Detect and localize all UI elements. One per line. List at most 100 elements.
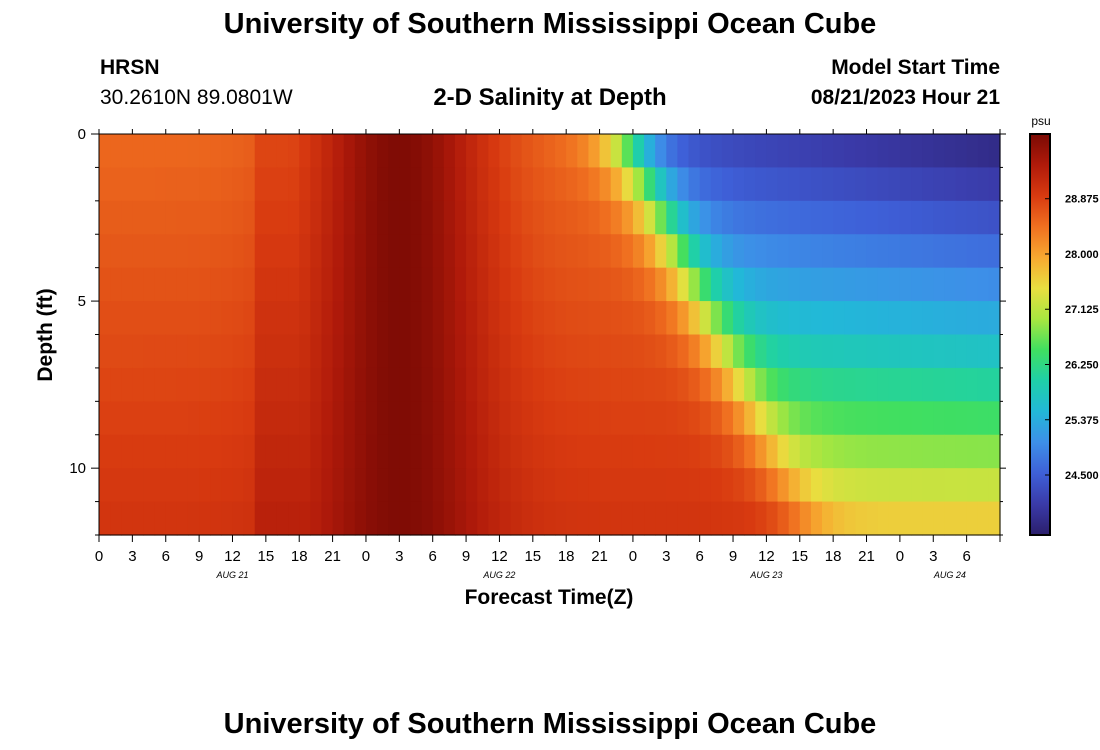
heatmap-cell	[532, 267, 545, 302]
heatmap-cell	[577, 401, 590, 436]
heatmap-cell	[810, 267, 823, 302]
heatmap-cell	[911, 334, 923, 369]
heatmap-cell	[466, 267, 478, 302]
heatmap-cell	[132, 167, 145, 202]
heatmap-cell	[410, 401, 423, 436]
heatmap-cell	[766, 434, 779, 469]
heatmap-cell	[988, 267, 1001, 302]
heatmap-cell	[499, 334, 512, 369]
heatmap-cell	[221, 501, 234, 536]
heatmap-cell	[477, 234, 489, 269]
heatmap-cell	[354, 434, 367, 469]
heatmap-cell	[132, 267, 145, 302]
heatmap-cell	[510, 301, 523, 336]
heatmap-cell	[966, 234, 979, 269]
heatmap-cell	[966, 167, 979, 202]
heatmap-cell	[499, 401, 512, 436]
heatmap-cell	[321, 334, 334, 369]
heatmap-cell	[632, 434, 645, 469]
heatmap-cell	[721, 501, 734, 536]
heatmap-cell	[210, 501, 222, 536]
heatmap-cell	[410, 468, 423, 503]
page-title: University of Southern Mississippi Ocean…	[223, 8, 877, 40]
heatmap-cell	[810, 468, 823, 503]
heatmap-cell	[443, 134, 456, 169]
heatmap-cell	[499, 200, 512, 235]
heatmap-cell	[365, 200, 378, 235]
heatmap-cell	[911, 367, 923, 402]
heatmap-cell	[388, 401, 400, 436]
x-tick-label: 3	[662, 548, 670, 565]
x-tick-label: 0	[629, 548, 637, 565]
heatmap-cell	[343, 301, 356, 336]
heatmap-cell	[555, 334, 567, 369]
heatmap-cell	[855, 401, 868, 436]
heatmap-cell	[799, 301, 812, 336]
date-label: AUG 22	[482, 570, 515, 580]
heatmap-cell	[276, 334, 289, 369]
heatmap-cell	[866, 367, 879, 402]
heatmap-cell	[99, 334, 111, 369]
heatmap-cell	[377, 134, 389, 169]
heatmap-cell	[733, 134, 745, 169]
heatmap-cell	[365, 134, 378, 169]
heatmap-cell	[699, 468, 712, 503]
heatmap-cell	[477, 468, 489, 503]
heatmap-cell	[577, 434, 590, 469]
heatmap-cell	[844, 301, 856, 336]
heatmap-cell	[688, 234, 701, 269]
heatmap-cell	[299, 167, 311, 202]
heatmap-cell	[777, 367, 790, 402]
heatmap-cell	[321, 267, 334, 302]
heatmap-cell	[933, 301, 945, 336]
heatmap-cell	[488, 267, 501, 302]
heatmap-cell	[844, 501, 856, 536]
heatmap-cell	[810, 501, 823, 536]
heatmap-cell	[199, 200, 211, 235]
heatmap-cell	[799, 167, 812, 202]
heatmap-cell	[733, 301, 745, 336]
heatmap-cell	[922, 167, 934, 202]
heatmap-cell	[744, 401, 756, 436]
heatmap-cell	[232, 200, 245, 235]
heatmap-cell	[744, 501, 756, 536]
heatmap-cell	[354, 167, 367, 202]
x-tick-label: 3	[128, 548, 136, 565]
heatmap-cell	[388, 167, 400, 202]
heatmap-cell	[410, 167, 423, 202]
heatmap-cell	[610, 334, 623, 369]
heatmap-cell	[621, 401, 634, 436]
heatmap-cell	[132, 200, 145, 235]
heatmap-cell	[443, 267, 456, 302]
heatmap-cell	[721, 434, 734, 469]
heatmap-cell	[888, 134, 901, 169]
heatmap-cell	[721, 200, 734, 235]
model-start-label: Model Start Time	[831, 56, 1000, 79]
heatmap-cell	[165, 501, 178, 536]
heatmap-cell	[666, 234, 679, 269]
heatmap-cell	[944, 468, 957, 503]
heatmap-cell	[187, 301, 200, 336]
heatmap-cell	[944, 367, 957, 402]
heatmap-cell	[276, 367, 289, 402]
heatmap-cell	[499, 234, 512, 269]
heatmap-cell	[121, 367, 133, 402]
heatmap-cell	[176, 401, 189, 436]
heatmap-cell	[799, 334, 812, 369]
heatmap-cell	[621, 167, 634, 202]
heatmap-cell	[466, 234, 478, 269]
heatmap-cell	[621, 334, 634, 369]
heatmap-cell	[276, 267, 289, 302]
heatmap-cell	[855, 434, 868, 469]
heatmap-cell	[443, 501, 456, 536]
heatmap-cell	[332, 334, 345, 369]
heatmap-cell	[288, 234, 300, 269]
heatmap-cell	[888, 234, 901, 269]
heatmap-cell	[688, 367, 701, 402]
heatmap-cell	[666, 134, 679, 169]
heatmap-cell	[354, 200, 367, 235]
heatmap-cell	[833, 301, 845, 336]
heatmap-cell	[933, 134, 945, 169]
heatmap-cell	[822, 200, 834, 235]
heatmap-cell	[421, 267, 434, 302]
